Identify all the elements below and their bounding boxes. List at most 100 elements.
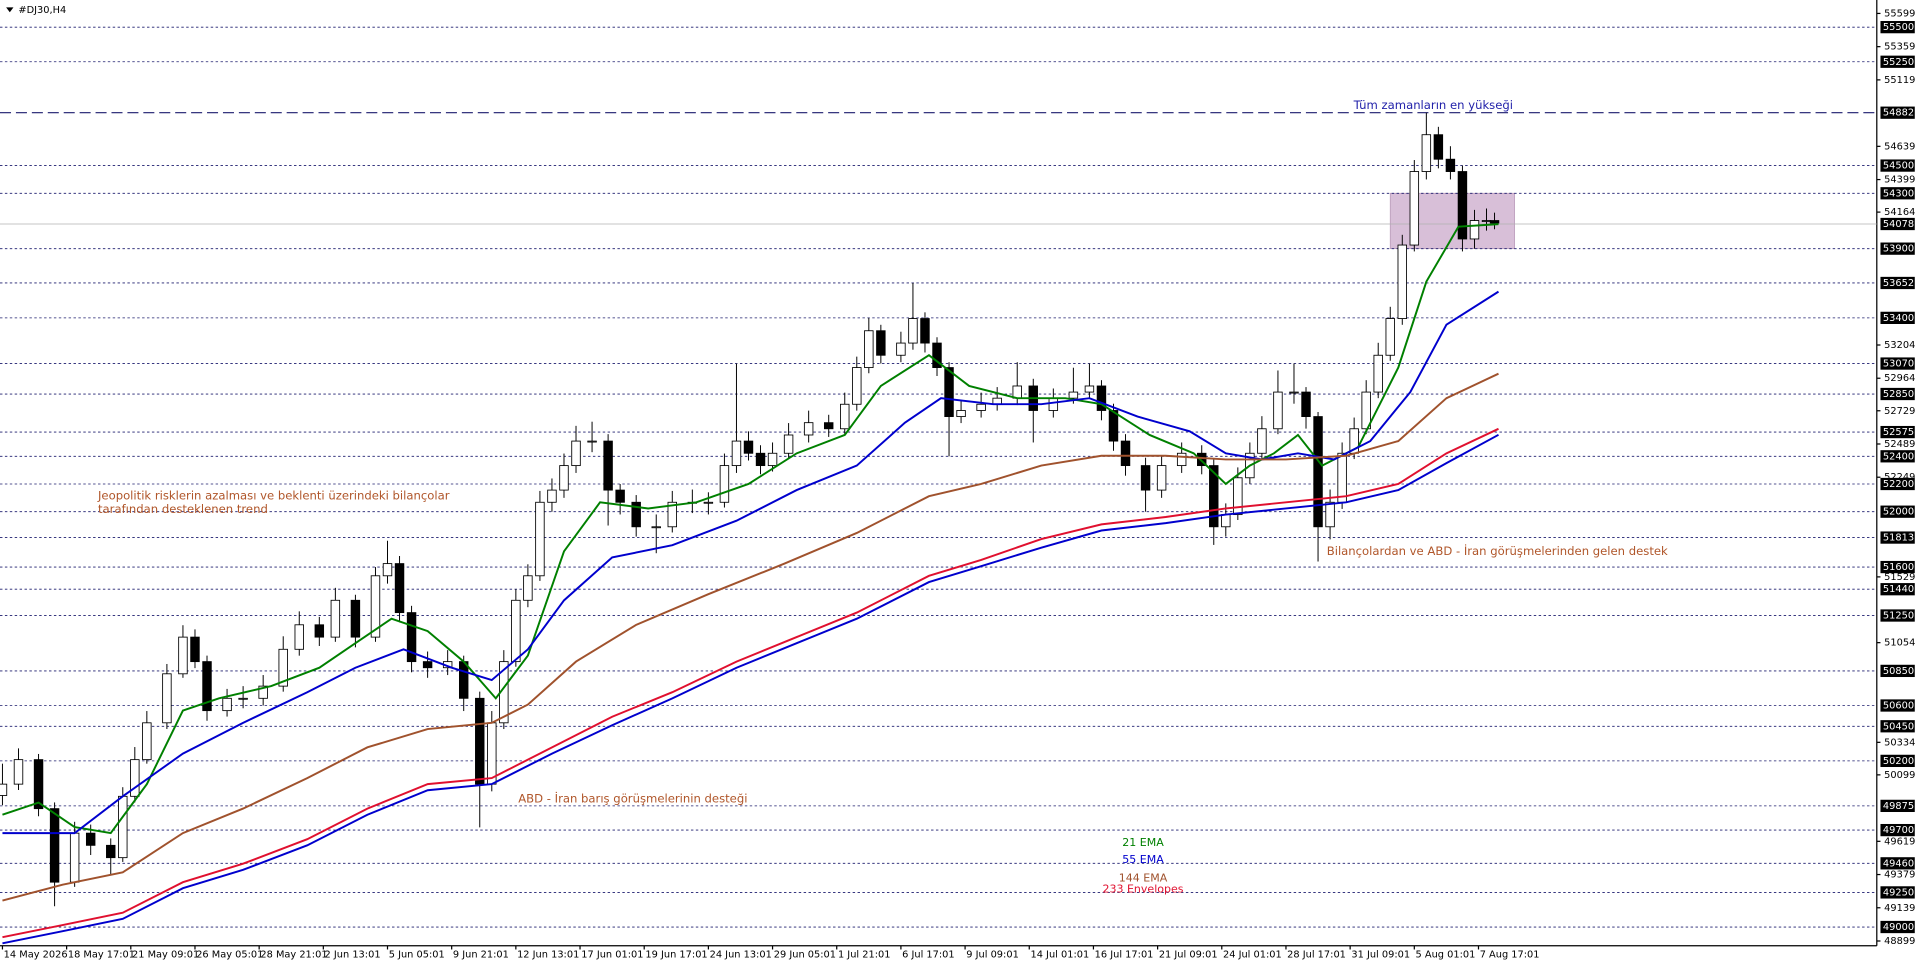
level-box <box>1880 799 1915 813</box>
candle-body <box>1289 391 1299 394</box>
level-label: 49875 <box>1883 801 1914 812</box>
candle-body <box>876 330 886 356</box>
candle-body <box>559 465 569 491</box>
level-label: 52850 <box>1883 389 1914 400</box>
candle-body <box>1301 391 1311 418</box>
candle-body <box>631 501 641 528</box>
level-box <box>1880 242 1915 255</box>
candle-body <box>719 465 730 503</box>
candle-body <box>755 452 766 467</box>
level-box <box>1880 387 1915 401</box>
candle-body <box>202 661 212 712</box>
candle-body <box>976 403 986 411</box>
candle-body <box>238 697 248 700</box>
legend-entry: 21 EMA <box>1122 836 1164 849</box>
candle-body <box>1373 354 1383 393</box>
candle-body <box>370 575 381 638</box>
legend-entry: 233 Envelopes <box>1102 882 1183 895</box>
level-label: 54500 <box>1883 161 1914 172</box>
last-price-box <box>1880 217 1915 231</box>
candles <box>0 112 1500 907</box>
candle-body <box>603 440 613 491</box>
y-tick-label: 48899 <box>1884 936 1915 947</box>
candle-body <box>1156 465 1167 491</box>
candle-body <box>118 795 128 859</box>
x-tick-label: 18 May 17:01 <box>68 949 135 960</box>
y-tick-label: 50099 <box>1884 770 1915 781</box>
level-box <box>1880 276 1915 290</box>
candle-body <box>49 808 60 883</box>
candle-body <box>1176 452 1187 467</box>
level-label: 49000 <box>1883 922 1914 933</box>
candle-body <box>142 722 152 761</box>
indicator-line <box>2 372 1499 902</box>
candle-body <box>956 410 966 418</box>
level-box <box>1880 560 1915 574</box>
legend-entry: 144 EMA <box>1119 871 1168 884</box>
level-label: 52200 <box>1883 479 1914 490</box>
candle-body <box>783 434 794 454</box>
level-label: 51250 <box>1883 611 1914 622</box>
candle-body <box>1445 158 1456 172</box>
y-tick-label: 51529 <box>1884 572 1915 583</box>
level-label: 49700 <box>1883 825 1914 836</box>
candle-body <box>85 832 96 846</box>
candle-body <box>896 342 906 356</box>
x-tick-label: 14 Jul 01:01 <box>1030 949 1089 960</box>
candle-body <box>1313 416 1323 528</box>
candle-body <box>667 501 677 528</box>
candle-body <box>1337 452 1347 503</box>
candle-body <box>743 440 754 454</box>
level-box <box>1880 920 1915 934</box>
candle-body <box>1469 220 1480 240</box>
x-tick-label: 7 Aug 17:01 <box>1480 949 1540 960</box>
candle-body <box>33 759 44 810</box>
level-label: 50600 <box>1883 701 1914 712</box>
level-box <box>1880 699 1915 712</box>
ath-box <box>1880 106 1915 119</box>
y-tick-label: 54399 <box>1884 175 1915 186</box>
level-box <box>1880 505 1915 518</box>
level-label: 55250 <box>1883 57 1914 68</box>
candle-body <box>535 501 545 577</box>
x-tick-label: 5 Aug 01:01 <box>1416 949 1476 960</box>
y-tick-label: 52729 <box>1884 406 1915 417</box>
candle-body <box>1084 385 1095 393</box>
candle-body <box>178 636 188 675</box>
y-tick-label: 49379 <box>1884 870 1915 881</box>
level-label: 54300 <box>1883 188 1914 199</box>
candle-body <box>13 759 24 785</box>
candle-body <box>803 422 814 436</box>
x-tick-label: 6 Jul 17:01 <box>902 949 955 960</box>
y-tick-label: 53204 <box>1884 340 1915 351</box>
candle-body <box>330 599 341 638</box>
candle-body <box>1257 428 1267 454</box>
level-box <box>1880 823 1915 837</box>
last-price-label: 54078 <box>1883 219 1914 230</box>
x-tick-label: 2 Jun 13:01 <box>325 949 381 960</box>
indicator-line <box>2 427 1499 939</box>
candle-body <box>1397 244 1407 319</box>
candle-body <box>1197 452 1207 467</box>
level-label: 53070 <box>1883 359 1914 370</box>
level-label: 52400 <box>1883 451 1914 462</box>
candle-body <box>1068 391 1079 399</box>
candle-body <box>1120 440 1131 467</box>
annotation: Tüm zamanların en yükseği <box>1353 98 1513 112</box>
chart-title: #DJ30,H4 <box>18 5 66 16</box>
x-tick-label: 14 May 2026 <box>4 949 68 960</box>
candle-body <box>1481 220 1492 222</box>
level-box <box>1880 857 1915 870</box>
candle-body <box>422 661 433 669</box>
candle-body <box>908 318 918 344</box>
x-tick-label: 28 May 21:01 <box>260 949 327 960</box>
y-tick-label: 52489 <box>1884 439 1915 450</box>
menu-arrow[interactable] <box>6 7 14 13</box>
level-box <box>1880 720 1915 733</box>
y-tick-label: 54639 <box>1884 141 1915 152</box>
candle-body <box>382 563 393 577</box>
x-tick-label: 28 Jul 17:01 <box>1287 949 1346 960</box>
level-label: 53652 <box>1883 278 1914 289</box>
x-tick-label: 16 Jul 17:01 <box>1095 949 1154 960</box>
